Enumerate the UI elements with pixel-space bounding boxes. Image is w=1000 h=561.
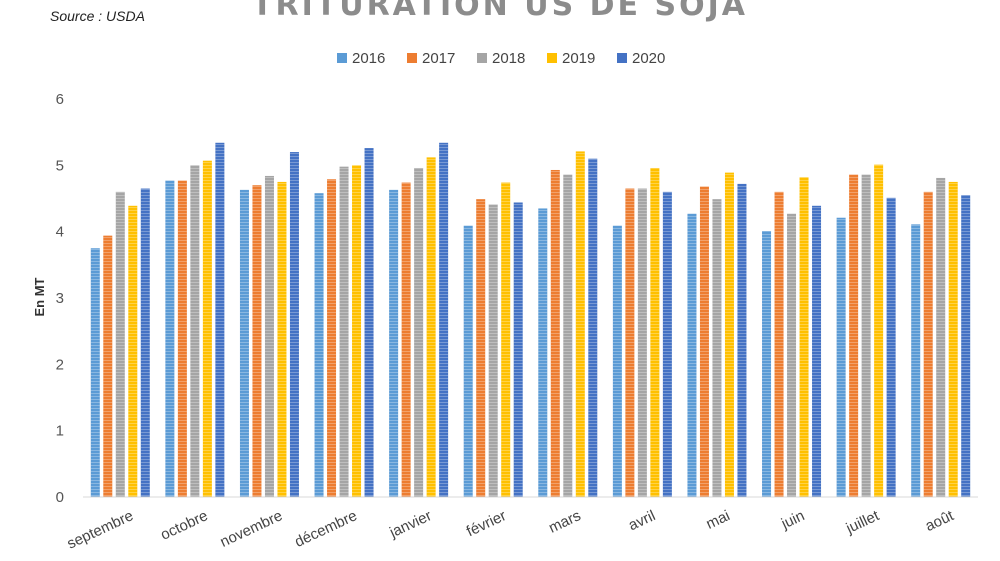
bar-texture <box>812 205 822 497</box>
y-axis: 0 1 2 3 4 5 6 <box>56 91 64 506</box>
y-tick-label: 5 <box>56 157 64 174</box>
bar-texture <box>911 224 921 497</box>
bars <box>90 142 971 498</box>
x-category-label: avril <box>626 507 658 534</box>
bar-texture <box>849 174 859 497</box>
bar-texture <box>799 177 809 498</box>
x-category-label: août <box>923 507 957 535</box>
bar-texture <box>650 167 660 497</box>
legend-label: 2019 <box>562 50 595 67</box>
y-axis-label: En MT <box>32 277 47 316</box>
y-tick-label: 6 <box>56 91 64 108</box>
bar-texture <box>662 191 672 497</box>
bar-texture <box>389 189 399 498</box>
bar-texture <box>314 193 324 497</box>
bar-texture <box>699 186 709 497</box>
bar-texture <box>737 183 747 497</box>
bar-texture <box>364 148 374 497</box>
x-category-label: mai <box>704 507 733 533</box>
bar-texture <box>463 225 473 498</box>
bar-texture <box>264 175 274 498</box>
legend-swatch-2016 <box>337 53 347 63</box>
legend-label: 2018 <box>492 50 525 67</box>
bar-texture <box>277 181 287 497</box>
bar-texture <box>936 177 946 498</box>
bar-texture <box>115 191 125 497</box>
bar-texture <box>625 188 635 498</box>
x-category-label: mars <box>546 507 583 536</box>
bar-texture <box>687 213 697 498</box>
bar-texture <box>637 188 647 498</box>
legend-label: 2020 <box>632 50 665 67</box>
bar-texture <box>476 199 486 497</box>
x-category-label: décembre <box>292 507 360 551</box>
legend-label: 2017 <box>422 50 455 67</box>
bar-texture <box>724 172 734 497</box>
y-tick-label: 2 <box>56 356 64 373</box>
bar-texture <box>513 202 523 498</box>
bar-texture <box>414 167 424 497</box>
bar-texture <box>239 189 249 498</box>
legend-swatch-2017 <box>407 53 417 63</box>
bar-texture <box>886 197 896 497</box>
bar-texture <box>787 213 797 498</box>
bar-texture <box>836 217 846 497</box>
y-tick-label: 4 <box>56 224 64 241</box>
x-category-label: novembre <box>218 507 286 551</box>
x-category-label: octobre <box>158 507 211 544</box>
y-tick-label: 0 <box>56 489 64 506</box>
x-axis: septembre octobre novembre décembre janvier f… <box>65 507 958 553</box>
y-tick-label: 1 <box>56 423 64 440</box>
bar-texture <box>177 180 187 497</box>
bar-texture <box>401 182 411 497</box>
bar-texture <box>563 174 573 497</box>
bar-texture <box>165 180 175 497</box>
bar-texture <box>712 199 722 497</box>
chart-title: TRITURATION US DE SOJA <box>252 0 748 23</box>
legend-label: 2016 <box>352 50 385 67</box>
bar-texture <box>352 165 362 498</box>
legend-swatch-2020 <box>617 53 627 63</box>
bar-texture <box>961 195 971 497</box>
y-tick-label: 3 <box>56 290 64 307</box>
bar-texture <box>215 142 225 497</box>
bar-texture <box>612 225 622 498</box>
bar-texture <box>588 158 598 497</box>
bar-texture <box>252 185 262 497</box>
bar-texture <box>501 182 511 497</box>
bar-texture <box>190 165 200 498</box>
bar-texture <box>488 204 498 497</box>
bar-texture <box>202 160 212 497</box>
x-category-label: février <box>464 507 509 540</box>
bar-texture <box>103 235 113 497</box>
bar-texture <box>550 169 560 497</box>
legend-swatch-2018 <box>477 53 487 63</box>
bar-texture <box>575 151 585 498</box>
x-category-label: juin <box>778 507 807 533</box>
bar-texture <box>289 152 299 498</box>
x-category-label: janvier <box>386 507 434 542</box>
legend: 2016 2017 2018 2019 2020 <box>337 50 665 67</box>
legend-swatch-2019 <box>547 53 557 63</box>
bar-texture <box>861 174 871 497</box>
x-category-label: juillet <box>843 507 883 538</box>
bar-texture <box>426 157 436 497</box>
bar-texture <box>439 142 449 497</box>
bar-texture <box>538 208 548 497</box>
source-note: Source : USDA <box>50 8 145 24</box>
bar-texture <box>327 179 337 497</box>
bar-texture <box>90 248 100 497</box>
bar-texture <box>774 191 784 497</box>
x-category-label: septembre <box>65 507 136 552</box>
bar-texture <box>948 181 958 497</box>
bar-texture <box>128 205 138 497</box>
bar-texture <box>923 191 933 497</box>
bar-texture <box>762 231 772 497</box>
bar-texture <box>874 164 884 498</box>
bar-texture <box>339 166 349 497</box>
bar-texture <box>140 188 150 498</box>
